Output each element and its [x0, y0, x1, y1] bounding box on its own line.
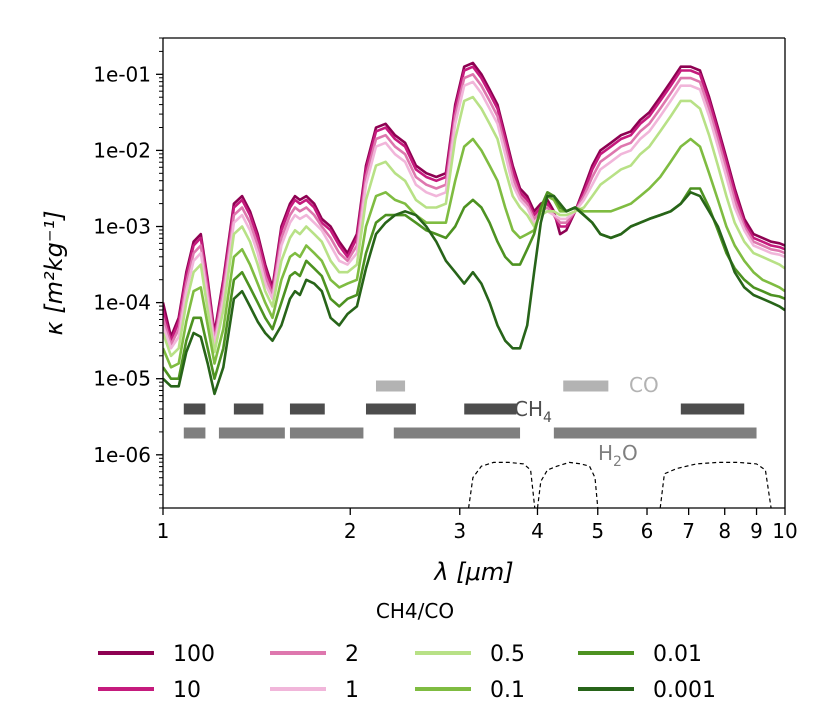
- legend-label: 0.5: [490, 642, 525, 667]
- legend-label: 0.1: [490, 678, 525, 703]
- filter-curve: [468, 461, 536, 508]
- band-h2o-bar: [393, 427, 521, 439]
- x-tick-label: 2: [344, 519, 357, 543]
- series-line-0p001: [163, 191, 785, 396]
- x-tick-label: 4: [531, 519, 544, 543]
- x-tick-label: 6: [641, 519, 654, 543]
- band-ch4-bar: [365, 403, 416, 415]
- band-label-ch4: CH4: [514, 397, 552, 426]
- band-label-co: CO: [629, 373, 659, 397]
- band-h2o-bar: [218, 427, 285, 439]
- band-label-h2o: H2O: [598, 441, 638, 470]
- x-tick-label: 7: [682, 519, 695, 543]
- x-tick-label: 1: [157, 519, 170, 543]
- y-tick-label: 1e-01: [93, 62, 151, 86]
- band-ch4-bar: [183, 403, 206, 415]
- y-tick-label: 1e-04: [93, 291, 151, 315]
- series-line-10: [163, 65, 785, 342]
- y-axis-label: κ [m²kg⁻¹]: [40, 211, 68, 336]
- y-tick-label: 1e-03: [93, 215, 151, 239]
- x-tick-label: 10: [772, 519, 797, 543]
- legend-title: CH4/CO: [376, 599, 454, 623]
- series-line-0p5: [163, 95, 785, 358]
- series-line-2: [163, 73, 785, 346]
- band-h2o-bar: [183, 427, 206, 439]
- filter-curve: [536, 461, 599, 508]
- legend-label: 1: [345, 678, 359, 703]
- x-tick-label: 8: [718, 519, 731, 543]
- series-line-1: [163, 80, 785, 350]
- band-co-bar: [563, 380, 609, 392]
- x-tick-label: 3: [453, 519, 466, 543]
- series-line-0p1: [163, 137, 785, 369]
- y-tick-label: 1e-05: [93, 367, 151, 391]
- plot-area: [163, 61, 785, 508]
- band-ch4-bar: [464, 403, 517, 415]
- legend-label: 2: [345, 642, 359, 667]
- legend-label: 0.01: [653, 642, 702, 667]
- y-tick-label: 1e-02: [93, 138, 151, 162]
- x-axis-label: λ [μm]: [432, 558, 513, 586]
- band-ch4-bar: [680, 403, 745, 415]
- filter-curve: [659, 461, 772, 508]
- legend-label: 0.001: [653, 678, 716, 703]
- band-co-bar: [375, 380, 406, 392]
- legend-label: 100: [173, 642, 215, 667]
- band-h2o-bar: [553, 427, 757, 439]
- x-tick-label: 9: [750, 519, 763, 543]
- band-ch4-bar: [289, 403, 325, 415]
- band-h2o-bar: [289, 427, 364, 439]
- legend-label: 10: [173, 678, 201, 703]
- band-ch4-bar: [233, 403, 264, 415]
- x-tick-label: 5: [591, 519, 604, 543]
- y-tick-label: 1e-06: [93, 443, 151, 467]
